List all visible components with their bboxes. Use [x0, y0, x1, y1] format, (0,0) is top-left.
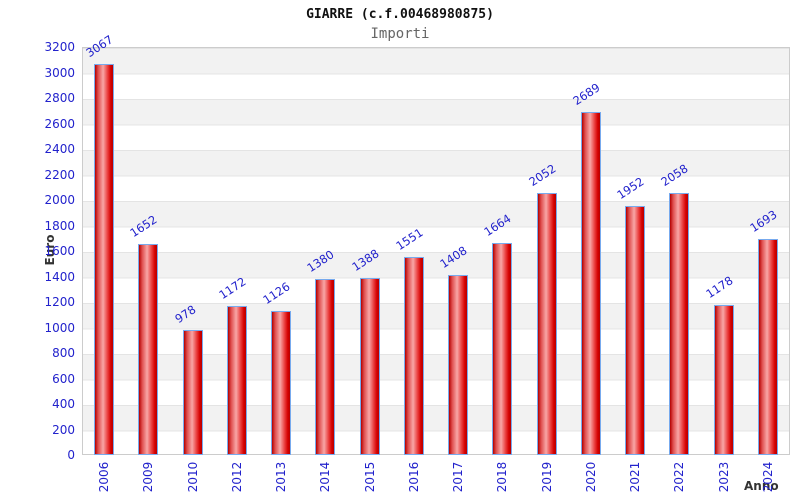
x-tick-label-2018: 2018 — [495, 461, 510, 493]
bar-2017 — [448, 275, 469, 455]
bar-2023 — [713, 304, 734, 455]
y-tick-label: 3200 — [44, 40, 75, 54]
y-tick-label: 2600 — [44, 116, 75, 131]
y-tick-label: 1800 — [44, 218, 75, 233]
y-tick-label: 800 — [52, 346, 75, 360]
x-tick-label-2013: 2013 — [274, 461, 289, 493]
y-tick-label: 1000 — [44, 320, 75, 335]
x-tick-label-2015: 2015 — [362, 461, 377, 493]
bar-2021 — [625, 206, 646, 455]
chart-title: GIARRE (c.f.00468980875) — [306, 7, 494, 22]
bar-2012 — [226, 305, 247, 455]
chart-subtitle: Importi — [370, 26, 430, 42]
bar-2014 — [315, 279, 336, 455]
y-tick-label: 0 — [67, 448, 75, 462]
x-tick-label-2024: 2024 — [760, 461, 775, 493]
x-tick-label-2022: 2022 — [672, 461, 687, 493]
bar-2018 — [492, 242, 513, 455]
x-tick-label-2020: 2020 — [583, 461, 598, 493]
x-tick-label-2012: 2012 — [229, 461, 244, 493]
y-tick-label: 600 — [52, 371, 75, 386]
y-tick-label: 2400 — [44, 142, 75, 156]
bar-2015 — [359, 278, 380, 455]
x-tick-label-2009: 2009 — [141, 461, 156, 493]
bar-2006 — [94, 63, 115, 455]
x-tick-label-2006: 2006 — [97, 461, 112, 493]
y-tick-label: 400 — [52, 397, 75, 411]
x-tick-label-2017: 2017 — [451, 461, 466, 493]
bar-2009 — [138, 244, 159, 455]
bar-2016 — [403, 257, 424, 455]
y-tick-label: 1200 — [44, 295, 75, 309]
x-tick-label-2021: 2021 — [628, 461, 643, 493]
bar-2024 — [757, 239, 778, 455]
bar-2022 — [669, 192, 690, 455]
x-tick-label-2010: 2010 — [185, 461, 200, 493]
y-tick-label: 2200 — [44, 167, 75, 182]
x-axis-label: Anno — [744, 479, 779, 493]
x-tick-label-2014: 2014 — [318, 461, 333, 493]
x-tick-label-2019: 2019 — [539, 461, 554, 493]
bar-2010 — [182, 330, 203, 455]
y-tick-label: 2000 — [44, 193, 75, 207]
bar-2019 — [536, 193, 557, 455]
x-tick-label-2016: 2016 — [406, 461, 421, 493]
y-tick-label: 2800 — [44, 91, 75, 105]
y-tick-label: 1600 — [44, 244, 75, 258]
y-tick-label: 3000 — [44, 65, 75, 80]
bar-2020 — [580, 112, 601, 455]
y-tick-label: 200 — [52, 422, 75, 437]
bar-2013 — [271, 311, 292, 455]
y-tick-label: 1400 — [44, 269, 75, 284]
x-tick-label-2023: 2023 — [716, 461, 731, 493]
